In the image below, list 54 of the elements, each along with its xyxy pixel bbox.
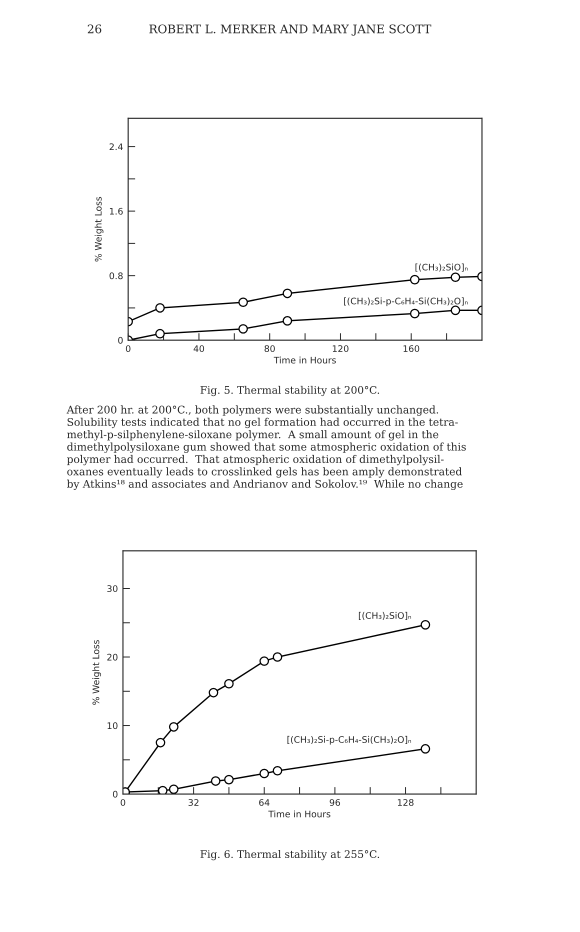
x-tick-label: 80	[264, 345, 275, 352]
x-tick-label: 0	[126, 345, 130, 352]
x-axis-title: Time in Hours	[274, 356, 336, 364]
x-tick-label: 32	[188, 799, 198, 806]
point	[272, 766, 282, 776]
point	[158, 786, 168, 794]
y-tick-label: 0.8	[110, 272, 123, 280]
y-tick-label: 10	[108, 722, 118, 730]
x-axis-title: Time in Hours	[268, 810, 330, 818]
point	[259, 768, 270, 778]
x-tick-label: 160	[404, 345, 420, 352]
y-axis-title: % Weight Loss	[92, 640, 102, 705]
point	[420, 744, 430, 754]
series-label: [(CH₃)₂Si-p-C₆H₄-Si(CH₃)₂O]ₙ	[344, 297, 468, 306]
y-tick-label: 30	[107, 585, 118, 592]
y-axis-title: % Weight Loss	[94, 196, 104, 262]
series-label: [(CH₃)₂Si-p-C₆H₄-Si(CH₃)₂O]ₙ	[287, 736, 412, 745]
x-tick-label: 40	[194, 345, 204, 352]
x-tick-label: 96	[330, 799, 340, 806]
point	[155, 328, 165, 339]
point	[238, 297, 248, 308]
point	[450, 272, 460, 282]
text: 26	[88, 24, 102, 34]
caption: Fig. 5. Thermal stability at 200°C.	[200, 386, 380, 396]
series-label: [(CH₃)₂SiO]ₙ	[358, 612, 412, 620]
text: ROBERT L. MERKER AND MARY JANE SCOTT	[149, 24, 432, 36]
point	[272, 652, 282, 662]
point	[224, 678, 234, 689]
point	[210, 776, 220, 786]
x-tick-label: 64	[259, 799, 270, 806]
point	[259, 656, 270, 666]
point	[410, 274, 420, 284]
x-tick-label: 128	[398, 799, 414, 806]
point	[208, 688, 218, 698]
point	[282, 288, 292, 298]
point	[410, 308, 420, 318]
point	[168, 722, 179, 732]
point	[168, 784, 179, 794]
text: After 200 hr. at 200°C., both polymers were substantially unchanged. Solubility tests indicated that no gel formation had occurred in the tetra- methyl-p-silphenylene-siloxane polymer. A small amount of gel in the dimethylpolysiloxane gum showed that some atmospheric oxidation of this polymer had occurred. That atmospheric oxidation of dimethylpolysil- oxanes eventually leads to crosslinked gels has been amply demonstrated by Atkins¹⁸ and associates and Andrianov and Sokolov.¹⁹ While no change	[66, 405, 466, 490]
point	[238, 324, 248, 334]
point	[155, 303, 165, 313]
y-tick-label: 2.4	[110, 143, 123, 150]
y-tick-label: 0	[118, 336, 123, 344]
point	[420, 620, 430, 630]
y-tick-label: 1.6	[110, 208, 123, 215]
point	[156, 738, 166, 748]
series-label: [(CH₃)₂SiO]ₙ	[416, 264, 468, 272]
y-tick-label: 20	[107, 654, 118, 661]
point	[450, 306, 460, 316]
caption: Fig. 6. Thermal stability at 255°C.	[200, 850, 380, 860]
point	[282, 316, 292, 326]
x-tick-label: 120	[332, 345, 348, 352]
point	[224, 774, 234, 784]
y-tick-label: 0	[112, 790, 118, 798]
